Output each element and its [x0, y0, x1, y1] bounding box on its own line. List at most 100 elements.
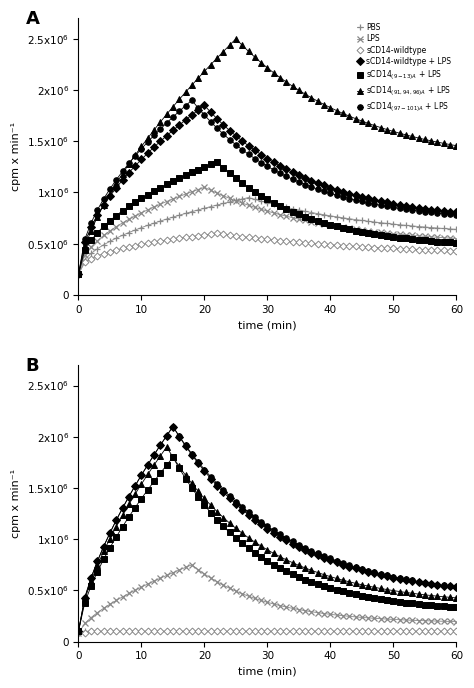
sCD14$_{(9-13)A}$ + LPS [454, 603, 459, 612]
sCD14-wildtype + LPS [283, 536, 289, 544]
Legend: PBS, LPS, sCD14-wildtype, sCD14-wildtype + LPS, sCD14$_{(9-13)A}$ + LPS, sCD14$_: PBS, LPS, sCD14-wildtype, sCD14-wildtype… [356, 22, 453, 115]
PBS [454, 627, 459, 636]
Text: A: A [26, 10, 39, 28]
LPS [76, 270, 82, 279]
sCD14-wildtype [410, 245, 415, 253]
Y-axis label: cpm x min⁻¹: cpm x min⁻¹ [11, 469, 21, 538]
sCD14-wildtype [151, 238, 157, 246]
sCD14-wildtype + LPS [410, 203, 415, 211]
sCD14$_{(97-101)A}$ + LPS [214, 124, 220, 132]
Line: PBS: PBS [75, 628, 459, 636]
sCD14-wildtype [410, 627, 415, 636]
sCD14$_{(9-13)A}$ + LPS [76, 627, 82, 636]
sCD14$_{(97-101)A}$ + LPS [164, 431, 170, 440]
sCD14$_{(9-13)A}$ + LPS [76, 270, 82, 279]
PBS [151, 219, 157, 227]
sCD14-wildtype + LPS [151, 451, 157, 459]
sCD14-wildtype + LPS [76, 270, 82, 279]
sCD14-wildtype [157, 627, 163, 636]
PBS [309, 627, 314, 636]
sCD14$_{(97-101)A}$ + LPS [309, 546, 314, 555]
sCD14$_{(9-13)A}$ + LPS [151, 477, 157, 486]
LPS [151, 577, 157, 585]
sCD14-wildtype + LPS [214, 115, 220, 123]
sCD14$_{(9-13)A}$ + LPS [214, 158, 220, 166]
sCD14-wildtype [454, 247, 459, 255]
LPS [164, 571, 170, 579]
sCD14-wildtype [309, 239, 314, 248]
LPS [214, 578, 220, 586]
Line: sCD14-wildtype: sCD14-wildtype [76, 629, 459, 636]
sCD14-wildtype + LPS [454, 583, 459, 591]
sCD14$_{(91,94,96)A}$ + LPS [283, 556, 289, 564]
sCD14-wildtype [164, 236, 170, 244]
sCD14-wildtype + LPS [201, 101, 207, 109]
sCD14-wildtype [454, 627, 459, 636]
sCD14-wildtype + LPS [410, 577, 415, 585]
sCD14-wildtype + LPS [164, 431, 170, 440]
PBS [410, 627, 415, 636]
PBS [410, 222, 415, 230]
sCD14$_{(9-13)A}$ + LPS [170, 453, 176, 462]
sCD14-wildtype [170, 627, 176, 636]
LPS [454, 235, 459, 243]
sCD14-wildtype + LPS [283, 165, 289, 173]
Line: sCD14$_{(91,94,96)A}$ + LPS: sCD14$_{(91,94,96)A}$ + LPS [75, 35, 460, 278]
X-axis label: time (min): time (min) [238, 667, 297, 677]
sCD14$_{(9-13)A}$ + LPS [151, 187, 157, 195]
sCD14-wildtype [76, 270, 82, 279]
PBS [170, 627, 176, 636]
sCD14-wildtype [214, 229, 220, 237]
sCD14$_{(91,94,96)A}$ + LPS [164, 443, 170, 451]
Line: sCD14-wildtype + LPS: sCD14-wildtype + LPS [76, 424, 459, 634]
sCD14$_{(91,94,96)A}$ + LPS [164, 110, 170, 118]
sCD14$_{(91,94,96)A}$ + LPS [454, 142, 459, 150]
Line: LPS: LPS [75, 561, 459, 636]
sCD14$_{(9-13)A}$ + LPS [164, 461, 170, 469]
sCD14$_{(9-13)A}$ + LPS [309, 215, 314, 223]
PBS [283, 203, 289, 211]
sCD14$_{(91,94,96)A}$ + LPS [208, 61, 214, 69]
Y-axis label: cpm x min⁻¹: cpm x min⁻¹ [11, 122, 21, 191]
sCD14-wildtype [283, 627, 289, 636]
Line: sCD14$_{(97-101)A}$ + LPS: sCD14$_{(97-101)A}$ + LPS [76, 424, 459, 634]
sCD14$_{(91,94,96)A}$ + LPS [76, 270, 82, 279]
sCD14$_{(97-101)A}$ + LPS [164, 119, 170, 127]
sCD14$_{(9-13)A}$ + LPS [214, 515, 220, 524]
PBS [157, 627, 163, 636]
sCD14$_{(97-101)A}$ + LPS [410, 577, 415, 585]
PBS [208, 202, 214, 211]
sCD14$_{(91,94,96)A}$ + LPS [283, 78, 289, 86]
sCD14$_{(91,94,96)A}$ + LPS [410, 589, 415, 597]
sCD14$_{(9-13)A}$ + LPS [454, 239, 459, 247]
sCD14$_{(97-101)A}$ + LPS [283, 172, 289, 180]
Line: sCD14$_{(97-101)A}$ + LPS: sCD14$_{(97-101)A}$ + LPS [76, 98, 459, 277]
sCD14$_{(9-13)A}$ + LPS [283, 205, 289, 213]
LPS [201, 183, 207, 191]
sCD14-wildtype [76, 630, 82, 638]
LPS [76, 630, 82, 638]
LPS [410, 231, 415, 239]
sCD14$_{(91,94,96)A}$ + LPS [151, 461, 157, 469]
PBS [309, 208, 314, 217]
PBS [214, 627, 220, 636]
sCD14$_{(9-13)A}$ + LPS [283, 567, 289, 575]
Line: sCD14$_{(91,94,96)A}$ + LPS: sCD14$_{(91,94,96)A}$ + LPS [75, 444, 460, 635]
Line: PBS: PBS [75, 195, 459, 277]
sCD14-wildtype [283, 237, 289, 246]
sCD14$_{(97-101)A}$ + LPS [151, 131, 157, 140]
sCD14$_{(9-13)A}$ + LPS [164, 180, 170, 189]
PBS [76, 270, 82, 279]
PBS [283, 627, 289, 636]
sCD14$_{(97-101)A}$ + LPS [454, 211, 459, 219]
LPS [410, 616, 415, 625]
sCD14$_{(91,94,96)A}$ + LPS [233, 34, 239, 43]
Line: sCD14-wildtype: sCD14-wildtype [76, 231, 459, 277]
sCD14$_{(91,94,96)A}$ + LPS [309, 566, 314, 574]
sCD14$_{(91,94,96)A}$ + LPS [454, 594, 459, 602]
sCD14$_{(97-101)A}$ + LPS [189, 96, 195, 105]
Line: sCD14$_{(9-13)A}$ + LPS: sCD14$_{(9-13)A}$ + LPS [76, 159, 459, 277]
sCD14$_{(97-101)A}$ + LPS [309, 183, 314, 191]
sCD14$_{(9-13)A}$ + LPS [410, 235, 415, 244]
LPS [309, 608, 314, 616]
